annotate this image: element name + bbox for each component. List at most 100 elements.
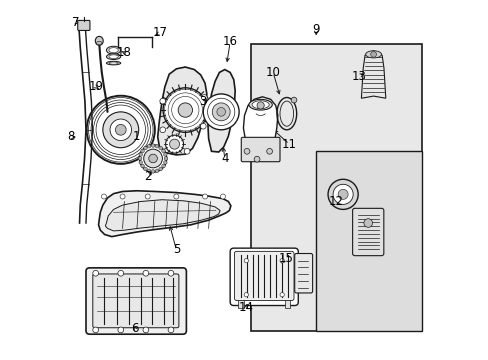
Circle shape [174,194,179,199]
Circle shape [141,164,144,168]
Ellipse shape [106,46,121,54]
Circle shape [184,148,190,154]
FancyBboxPatch shape [294,253,312,293]
Circle shape [163,153,167,156]
Text: 14: 14 [238,301,253,314]
Circle shape [143,149,162,168]
Polygon shape [105,200,220,231]
Circle shape [155,169,159,172]
Text: 6: 6 [131,322,139,335]
Circle shape [155,144,159,148]
Polygon shape [99,191,230,237]
Text: 11: 11 [281,138,296,150]
Ellipse shape [106,54,121,59]
Text: 7: 7 [72,16,80,29]
FancyBboxPatch shape [93,274,179,328]
Circle shape [139,145,166,172]
Circle shape [202,194,207,199]
Text: 10: 10 [265,66,280,79]
Circle shape [168,270,174,276]
Polygon shape [207,69,235,152]
Text: 3: 3 [199,95,206,108]
Circle shape [143,167,147,171]
Circle shape [165,135,183,153]
Circle shape [147,169,151,172]
Circle shape [139,161,142,164]
Circle shape [280,258,284,263]
Circle shape [363,219,372,227]
Circle shape [200,123,206,129]
Circle shape [139,153,142,156]
Circle shape [142,270,148,276]
Circle shape [254,156,260,162]
Circle shape [168,327,174,333]
Circle shape [145,194,150,199]
Text: 2: 2 [143,170,151,183]
Ellipse shape [106,61,121,65]
Circle shape [169,139,179,149]
FancyBboxPatch shape [86,268,186,334]
Circle shape [115,125,126,135]
Text: 4: 4 [221,152,228,165]
Text: 18: 18 [117,46,132,59]
Ellipse shape [109,55,118,58]
Circle shape [244,148,249,154]
Circle shape [280,293,284,297]
Circle shape [162,164,165,168]
Text: 15: 15 [278,252,293,265]
Circle shape [86,96,155,164]
Circle shape [220,194,225,199]
Circle shape [159,167,162,171]
Circle shape [102,112,139,148]
Bar [238,301,244,309]
Ellipse shape [248,99,272,110]
Circle shape [101,194,106,199]
Text: 13: 13 [351,69,366,82]
Circle shape [163,161,167,164]
Circle shape [147,144,151,148]
Circle shape [203,94,239,130]
Ellipse shape [365,51,381,58]
Circle shape [266,148,272,154]
Polygon shape [361,51,385,98]
Circle shape [148,154,157,163]
Circle shape [151,170,155,173]
Circle shape [257,102,264,109]
Circle shape [217,108,225,116]
Text: 16: 16 [222,35,237,49]
Circle shape [118,327,123,333]
Circle shape [212,103,230,121]
Circle shape [337,189,347,199]
Text: 19: 19 [88,80,103,93]
Circle shape [93,270,99,276]
Circle shape [164,157,167,160]
FancyBboxPatch shape [234,251,293,301]
Ellipse shape [251,101,269,109]
FancyBboxPatch shape [78,21,90,31]
Circle shape [160,127,165,133]
Circle shape [160,98,165,104]
Polygon shape [243,97,277,158]
Circle shape [327,179,357,210]
Circle shape [370,51,376,57]
Circle shape [332,184,352,204]
Circle shape [138,157,142,160]
Circle shape [151,144,155,147]
Ellipse shape [109,62,118,64]
Text: 9: 9 [312,23,319,36]
Circle shape [201,95,207,100]
FancyBboxPatch shape [230,248,298,306]
FancyBboxPatch shape [352,208,383,256]
Circle shape [110,119,131,140]
Circle shape [244,258,248,263]
Circle shape [141,149,144,153]
Circle shape [162,149,165,153]
Text: 12: 12 [328,195,343,208]
Bar [316,151,421,330]
Bar [284,301,290,309]
Circle shape [120,194,125,199]
Bar [250,44,421,330]
Circle shape [143,146,147,150]
Circle shape [290,97,296,103]
Text: 1: 1 [132,130,140,144]
